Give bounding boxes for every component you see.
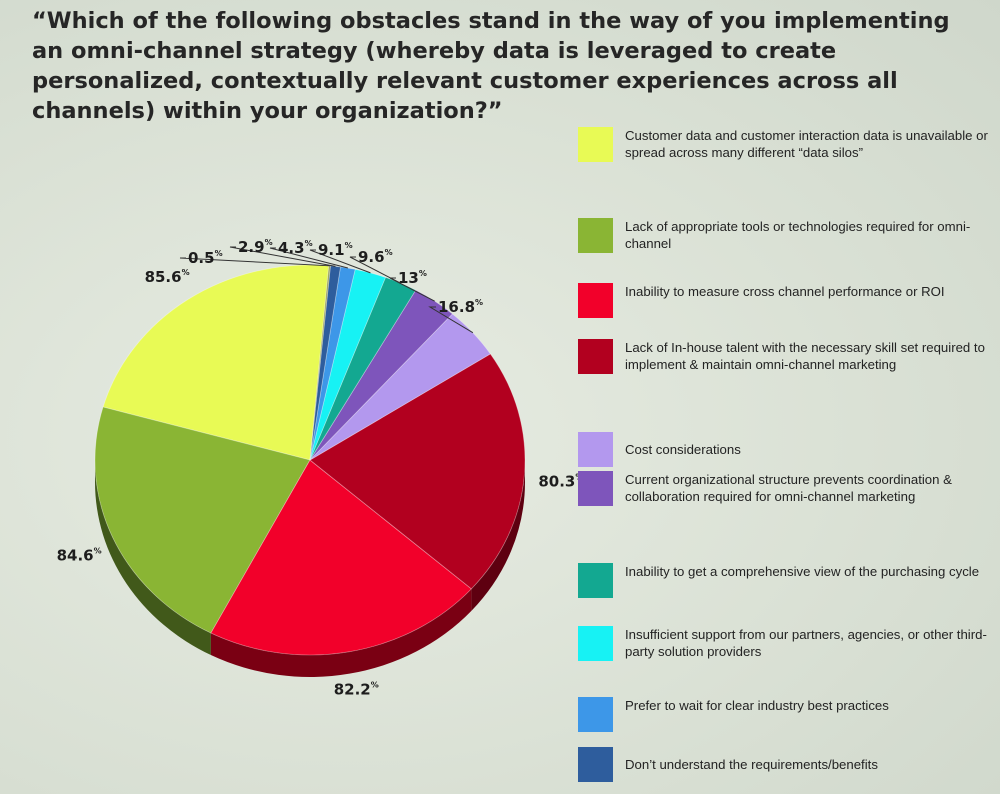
legend-swatch [578, 432, 613, 467]
legend-label: Lack of appropriate tools or technologie… [625, 219, 971, 251]
data-label-unit: % [182, 268, 190, 277]
leader-line-10 [179, 257, 330, 267]
pie-slice-3 [309, 353, 526, 590]
legend-label: Prefer to wait for clear industry best p… [625, 698, 889, 713]
data-label-8: 4.3% [278, 239, 313, 257]
legend-label: Inability to get a comprehensive view of… [625, 564, 980, 579]
data-label-unit: % [345, 241, 353, 250]
legend-swatch [578, 747, 613, 782]
leader-line-9 [229, 246, 336, 267]
pie-slice-1 [94, 406, 311, 634]
data-label-unit: % [265, 238, 273, 247]
legend-swatch [578, 218, 613, 253]
pie-side-2-0 [210, 588, 472, 677]
pie-slice-5 [309, 289, 453, 461]
data-label-0: 85.6% [145, 268, 190, 286]
data-label-unit: % [94, 547, 102, 556]
legend-label: Cost considerations [625, 442, 741, 457]
pie-slice-8 [309, 266, 356, 461]
legend-label: Insufficient support from our partners, … [625, 627, 987, 659]
data-label-5: 13% [398, 269, 427, 287]
pie-side-3-0 [471, 460, 525, 611]
leader-line-4 [428, 306, 474, 334]
data-label-4: 16.8% [438, 298, 483, 316]
legend-label: Current organizational structure prevent… [625, 472, 952, 504]
legend-swatch [578, 339, 613, 374]
legend-label: Inability to measure cross channel perfo… [625, 284, 945, 299]
legend-swatch [578, 626, 613, 661]
data-label-unit: % [371, 680, 379, 689]
chart-title: “Which of the following obstacles stand … [32, 8, 950, 124]
legend-label: Don’t understand the requirements/benefi… [625, 757, 878, 772]
leader-line-6 [349, 256, 402, 284]
legend-swatch [578, 127, 613, 162]
data-label-unit: % [419, 269, 427, 278]
legend-swatch [578, 697, 613, 732]
legend-label: Lack of In-house talent with the necessa… [625, 340, 985, 372]
pie-slice-2 [210, 459, 472, 656]
pie-slice-7 [309, 268, 387, 461]
legend-swatch [578, 563, 613, 598]
data-label-6: 9.6% [358, 248, 393, 266]
pie-side-1-0 [95, 460, 211, 656]
pie-slice-0 [102, 264, 330, 461]
legend-swatch [578, 283, 613, 318]
data-label-unit: % [305, 239, 313, 248]
data-label-3: 80.3% [538, 473, 583, 491]
legend-swatch [578, 471, 613, 506]
leader-line-8 [269, 247, 348, 269]
leader-line-7 [309, 249, 371, 274]
data-label-2: 82.2% [334, 680, 379, 698]
data-label-10: 0.5% [188, 249, 223, 267]
data-label-7: 9.1% [318, 241, 353, 259]
data-label-9: 2.9% [238, 238, 273, 256]
legend-label: Customer data and customer interaction d… [625, 128, 988, 160]
data-label-unit: % [215, 249, 223, 258]
data-label-unit: % [475, 298, 483, 307]
data-label-unit: % [385, 248, 393, 257]
data-label-1: 84.6% [57, 547, 102, 565]
